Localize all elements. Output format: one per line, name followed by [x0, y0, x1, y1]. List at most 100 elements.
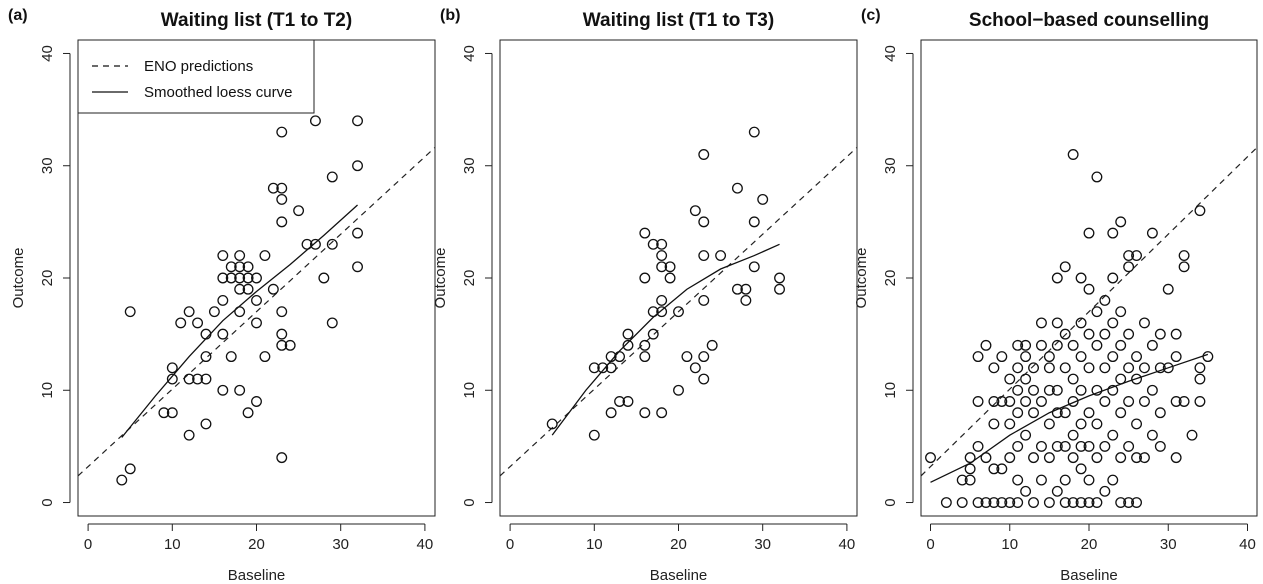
data-point	[988, 362, 1000, 374]
data-point	[1099, 396, 1111, 407]
data-point	[614, 351, 626, 363]
data-point	[1059, 474, 1071, 486]
loess-curve	[551, 243, 780, 436]
data-point	[1131, 497, 1142, 508]
data-points	[925, 149, 1214, 508]
data-point	[1004, 396, 1016, 407]
data-point	[1115, 339, 1127, 351]
data-point	[234, 250, 246, 261]
data-point	[1051, 384, 1063, 396]
x-tick-label: 30	[1160, 536, 1177, 553]
eno-prediction-line	[78, 147, 435, 477]
data-point	[940, 497, 952, 508]
data-point	[1146, 339, 1158, 351]
y-tick-label: 0	[39, 498, 56, 506]
data-point	[1059, 440, 1071, 452]
data-point	[1170, 328, 1182, 340]
data-point	[1067, 339, 1079, 351]
data-point	[1131, 452, 1142, 464]
data-point	[1012, 407, 1024, 419]
data-point	[1043, 418, 1055, 430]
data-point	[301, 238, 313, 250]
plot-area	[921, 147, 1257, 508]
y-tick-label: 10	[39, 382, 56, 399]
data-point	[1131, 351, 1142, 363]
data-point	[1036, 396, 1047, 407]
data-point	[614, 396, 626, 407]
legend-box	[77, 39, 315, 114]
data-point	[748, 261, 760, 273]
y-axis: 0 10 20 30 40 Outcome	[432, 45, 493, 507]
data-point	[1028, 452, 1039, 464]
data-point	[1123, 250, 1135, 261]
data-point	[647, 306, 659, 318]
panel-label: (a)	[8, 7, 28, 24]
data-point	[956, 474, 968, 486]
data-point	[1154, 362, 1166, 374]
y-tick-label: 0	[461, 498, 478, 506]
data-point	[1107, 384, 1119, 396]
data-point	[293, 205, 305, 217]
data-point	[757, 193, 769, 205]
data-point	[1115, 407, 1127, 419]
data-point	[1059, 362, 1071, 374]
data-point	[605, 351, 617, 363]
data-point	[1043, 351, 1055, 363]
data-point	[1115, 497, 1127, 508]
data-point	[200, 351, 212, 363]
data-point	[1107, 474, 1119, 486]
data-point	[352, 160, 363, 172]
data-point	[673, 306, 684, 318]
data-point	[1115, 306, 1127, 318]
data-point	[1075, 351, 1087, 363]
data-point	[774, 283, 785, 295]
panel-label: (b)	[440, 7, 460, 24]
data-point	[1012, 384, 1024, 396]
data-point	[217, 384, 229, 396]
data-point	[267, 283, 279, 295]
data-point	[225, 351, 237, 363]
y-axis-label: Outcome	[432, 248, 449, 309]
data-point	[740, 295, 752, 306]
data-point	[588, 362, 600, 374]
data-point	[318, 272, 330, 284]
data-point	[1123, 328, 1135, 340]
data-point	[964, 463, 976, 475]
data-point	[242, 407, 254, 419]
data-point	[1131, 250, 1142, 261]
data-point	[1051, 407, 1063, 419]
data-point	[1091, 384, 1103, 396]
x-axis: 0 10 20 30 40 Baseline	[506, 523, 855, 584]
data-point	[698, 351, 710, 363]
data-point	[276, 339, 288, 351]
x-axis-label: Baseline	[1060, 567, 1118, 584]
data-point	[183, 373, 195, 385]
data-point	[276, 306, 288, 318]
x-tick-label: 0	[926, 536, 934, 553]
data-point	[1083, 283, 1095, 295]
data-point	[731, 283, 743, 295]
data-point	[309, 115, 321, 127]
data-point	[1131, 373, 1142, 385]
data-point	[124, 463, 136, 475]
eno-prediction-line	[921, 147, 1257, 477]
data-point	[1091, 497, 1103, 508]
data-point	[656, 295, 668, 306]
y-tick-label: 30	[882, 157, 899, 174]
data-point	[656, 238, 668, 250]
data-point	[1091, 452, 1103, 464]
x-tick-label: 10	[164, 536, 181, 553]
data-point	[1107, 317, 1119, 329]
data-point	[1107, 351, 1119, 363]
data-point	[1075, 317, 1087, 329]
data-point	[1194, 362, 1206, 374]
panel-c: (c) School−based counselling 0 10 20 30 40 Base…	[853, 7, 1258, 584]
panel-b: (b) Waiting list (T1 to T3) 0 10 20 30 40 Basel…	[432, 7, 858, 584]
data-point	[689, 205, 701, 217]
x-tick-label: 30	[332, 536, 349, 553]
data-point	[605, 407, 617, 419]
data-point	[217, 272, 229, 284]
data-point	[326, 238, 338, 250]
eno-prediction-line	[500, 147, 857, 477]
data-point	[996, 351, 1008, 363]
